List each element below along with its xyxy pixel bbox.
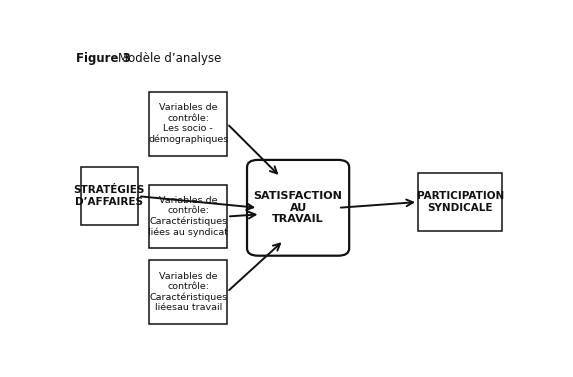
- FancyBboxPatch shape: [150, 92, 227, 156]
- FancyBboxPatch shape: [418, 173, 503, 231]
- Text: Figure 3: Figure 3: [76, 52, 131, 66]
- Text: Modèle d’analyse: Modèle d’analyse: [118, 52, 222, 66]
- FancyBboxPatch shape: [150, 185, 227, 248]
- Text: Variables de
contrôle:
Caractéristiques
liées au syndicat: Variables de contrôle: Caractéristiques …: [148, 196, 228, 237]
- FancyBboxPatch shape: [150, 260, 227, 324]
- Text: Variables de
contrôle:
Caractéristiques
liéesau travail: Variables de contrôle: Caractéristiques …: [149, 271, 227, 313]
- Text: STRATÉGIES
D’AFFAIRES: STRATÉGIES D’AFFAIRES: [74, 185, 145, 207]
- Text: SATISFACTION
AU
TRAVAIL: SATISFACTION AU TRAVAIL: [254, 191, 343, 224]
- FancyBboxPatch shape: [80, 167, 138, 225]
- Text: Variables de
contrôle:
Les socio -
démographiques: Variables de contrôle: Les socio - démog…: [148, 103, 228, 144]
- FancyBboxPatch shape: [247, 160, 349, 256]
- Text: PARTICIPATION
SYNDICALE: PARTICIPATION SYNDICALE: [417, 191, 504, 213]
